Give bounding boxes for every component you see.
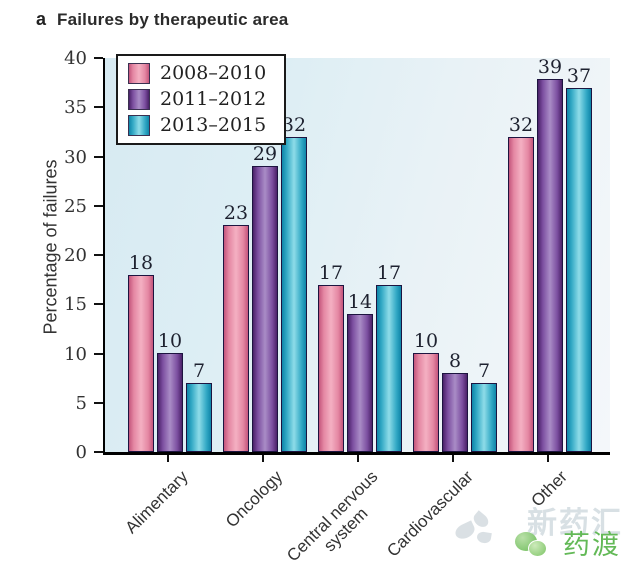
y-axis-tick-label: 40 xyxy=(64,48,87,69)
bar xyxy=(471,383,497,452)
bar-group: 18 10 7 xyxy=(128,58,212,452)
legend-item: 2011–2012 xyxy=(128,89,266,110)
bar-wrap: 17 xyxy=(376,58,402,452)
bar xyxy=(566,88,592,452)
plot-area: 18 10 7 23 29 32 17 14 17 10 8 7 32 39 37 xyxy=(103,58,610,455)
bar-wrap: 7 xyxy=(471,58,497,452)
bar-wrap: 32 xyxy=(508,58,534,452)
bar-group: 32 39 37 xyxy=(508,58,592,452)
legend: 2008–2010 2011–2012 2013–2015 xyxy=(116,54,287,145)
bar-value-label: 7 xyxy=(477,360,491,382)
bar-value-label: 37 xyxy=(566,65,592,87)
bar-value-label: 7 xyxy=(192,360,206,382)
bar xyxy=(281,137,307,452)
bar-wrap: 7 xyxy=(186,58,212,452)
bar-group: 23 29 32 xyxy=(223,58,307,452)
bar-value-label: 17 xyxy=(318,262,344,284)
y-axis-tick xyxy=(94,106,103,109)
y-axis-tick xyxy=(94,352,103,355)
bar-group: 17 14 17 xyxy=(318,58,402,452)
bar xyxy=(442,373,468,452)
x-axis-label: Central nervous system xyxy=(283,467,382,566)
bar-wrap: 18 xyxy=(128,58,154,452)
bar-wrap: 10 xyxy=(413,58,439,452)
y-axis-tick-label: 0 xyxy=(75,442,87,463)
leaf-logo-icon xyxy=(452,510,497,550)
bar xyxy=(157,353,183,452)
bar xyxy=(537,79,563,452)
y-axis-tick xyxy=(94,254,103,256)
bar xyxy=(347,314,373,452)
watermark-green-text: 药渡 xyxy=(563,530,621,560)
y-axis-tick xyxy=(94,57,103,59)
bar-value-label: 23 xyxy=(223,202,249,224)
bar-group: 10 8 7 xyxy=(413,58,497,452)
bar-wrap: 39 xyxy=(537,58,563,452)
x-axis-label: Other xyxy=(527,467,572,511)
bar-value-label: 18 xyxy=(128,252,154,274)
x-axis-tick xyxy=(357,455,359,462)
bar-value-label: 29 xyxy=(252,143,278,165)
bar-wrap: 32 xyxy=(281,58,307,452)
y-axis-tick xyxy=(94,303,103,306)
figure-title: a Failures by therapeutic area xyxy=(36,9,288,30)
bar xyxy=(186,383,212,452)
bar-wrap: 10 xyxy=(157,58,183,452)
bar-wrap: 23 xyxy=(223,58,249,452)
chat-bubbles-icon xyxy=(515,532,547,558)
y-axis-tick-label: 20 xyxy=(64,245,87,266)
bar xyxy=(508,137,534,452)
legend-swatch-2013-2015 xyxy=(128,115,150,136)
legend-item: 2008–2010 xyxy=(128,63,266,84)
bar xyxy=(318,285,344,452)
bar-wrap: 29 xyxy=(252,58,278,452)
y-axis-tick-label: 15 xyxy=(64,294,87,316)
bar-value-label: 32 xyxy=(508,114,534,136)
legend-label: 2008–2010 xyxy=(160,62,267,84)
panel-label: a xyxy=(36,9,47,29)
y-axis-tick xyxy=(94,401,103,404)
y-axis-tick xyxy=(94,155,103,158)
bar xyxy=(376,285,402,452)
y-axis-tick xyxy=(94,451,103,453)
bar xyxy=(128,275,154,452)
bar xyxy=(252,166,278,452)
y-axis-tick-label: 35 xyxy=(64,97,87,119)
y-axis-tick-label: 30 xyxy=(64,146,87,168)
x-axis-tick xyxy=(547,455,549,462)
bar-value-label: 39 xyxy=(537,56,563,78)
legend-label: 2013–2015 xyxy=(160,114,267,136)
bar-value-label: 14 xyxy=(347,291,373,313)
x-axis-tick xyxy=(262,455,264,462)
bar-value-label: 10 xyxy=(157,330,183,352)
bar-wrap: 8 xyxy=(442,58,468,452)
bar-wrap: 37 xyxy=(566,58,592,452)
bar-wrap: 14 xyxy=(347,58,373,452)
y-axis-tick-label: 25 xyxy=(64,195,87,217)
x-axis-label: Alimentary xyxy=(121,467,192,538)
y-axis-tick xyxy=(94,204,103,207)
x-axis-label: Oncology xyxy=(222,467,287,532)
bar-value-label: 32 xyxy=(281,114,307,136)
bar-value-label: 8 xyxy=(448,350,462,372)
bar xyxy=(223,225,249,452)
bar-value-label: 10 xyxy=(413,330,439,352)
legend-swatch-2011-2012 xyxy=(128,89,150,110)
bar-wrap: 17 xyxy=(318,58,344,452)
y-axis-tick-label: 5 xyxy=(75,392,87,414)
x-axis-label: Cardiovascular xyxy=(382,467,477,561)
bar-value-label: 17 xyxy=(376,262,402,284)
legend-swatch-2008-2010 xyxy=(128,63,150,84)
y-axis-tick-label: 10 xyxy=(64,343,87,365)
legend-item: 2013–2015 xyxy=(128,115,266,136)
x-axis-tick xyxy=(167,455,169,462)
chart-title: Failures by therapeutic area xyxy=(57,10,289,29)
x-axis-tick xyxy=(452,455,454,462)
bar xyxy=(413,353,439,452)
legend-label: 2011–2012 xyxy=(160,88,267,110)
